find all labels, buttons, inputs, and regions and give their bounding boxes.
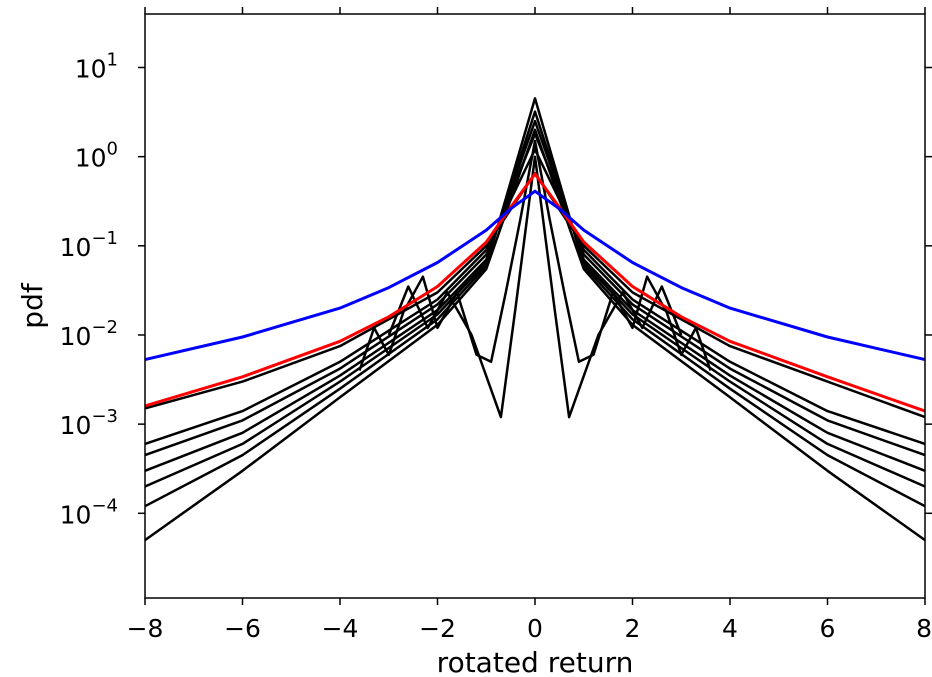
x-tick-label: 6 <box>820 614 836 643</box>
y-tick-label: 10−1 <box>60 228 118 262</box>
plot-frame <box>144 13 926 599</box>
series-line-10 <box>387 155 683 419</box>
y-axis-label: pdf <box>16 282 49 329</box>
y-tick-label: 10−3 <box>60 406 118 440</box>
y-tick-label: 10−4 <box>60 495 118 529</box>
y-tick-label: 10−2 <box>60 317 118 351</box>
series-line-1 <box>144 172 926 413</box>
x-tick-labels: −8 −6 −4 −2 0 2 4 6 8 <box>127 614 932 643</box>
x-tick-label: 8 <box>916 614 932 643</box>
curves-layer <box>144 97 926 542</box>
x-tick-label: 0 <box>527 614 543 643</box>
series-line-8 <box>144 128 926 542</box>
series-line-4 <box>144 132 926 457</box>
series-line-2 <box>144 172 926 419</box>
series-line-3 <box>144 148 926 446</box>
x-tick-label: 4 <box>722 614 738 643</box>
x-tick-label: 2 <box>625 614 641 643</box>
series-line-7 <box>144 97 926 508</box>
y-tick-label: 101 <box>75 49 118 83</box>
y-tick-label: 100 <box>75 139 118 173</box>
x-tick-label: −4 <box>322 614 359 643</box>
ticks-layer <box>138 7 932 605</box>
x-axis-label: rotated return <box>437 646 634 677</box>
y-tick-labels: 101 100 10−1 10−2 10−3 10−4 <box>60 49 118 529</box>
series-line-0 <box>144 189 926 362</box>
x-tick-label: −8 <box>127 614 164 643</box>
series-line-9 <box>358 139 712 371</box>
x-tick-label: −2 <box>419 614 456 643</box>
x-tick-label: −6 <box>224 614 261 643</box>
series-line-6 <box>144 110 926 488</box>
series-line-5 <box>144 119 926 472</box>
